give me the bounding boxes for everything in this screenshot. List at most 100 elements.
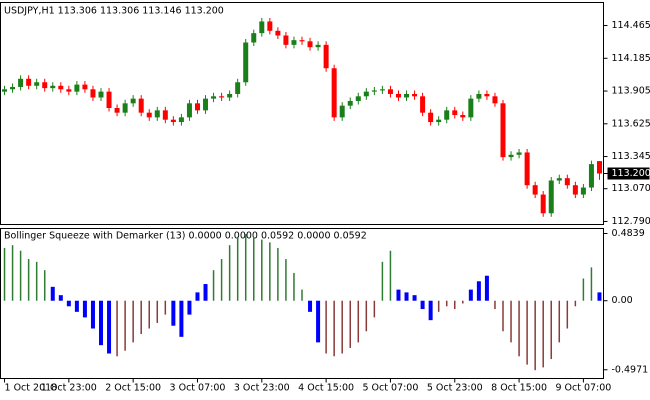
histogram-bar [396, 289, 401, 301]
x-tick-label: 3 Oct 23:00 [234, 383, 290, 394]
x-tick-label: 3 Oct 07:00 [170, 383, 226, 394]
candle-body [10, 86, 16, 90]
candle-body [267, 21, 273, 31]
candle-body [484, 93, 490, 97]
candle-body [347, 100, 353, 106]
histogram-bar [518, 300, 520, 357]
histogram-bar [187, 300, 192, 315]
y-tick-label: 114.185 [612, 53, 650, 64]
candle-body [122, 103, 128, 113]
price-marker-box [607, 167, 650, 180]
histogram-bar [124, 300, 126, 351]
indicator-panel [0, 228, 604, 379]
candle-body [251, 33, 257, 43]
candle-body [74, 84, 80, 92]
candle-body [58, 85, 64, 90]
candle-body [138, 98, 144, 113]
histogram-bar [574, 300, 577, 307]
candle-body [371, 90, 377, 92]
candle-body [203, 98, 209, 111]
histogram-bar [107, 300, 112, 354]
histogram-bar [244, 234, 247, 301]
histogram-bar [228, 245, 231, 301]
candle-body [387, 89, 393, 94]
histogram-bar [420, 300, 425, 310]
candle-body [444, 110, 450, 120]
histogram-bar [454, 300, 456, 310]
histogram-bar [285, 259, 287, 301]
x-tick-label: 2 Oct 15:00 [105, 383, 161, 394]
candle-body [428, 112, 434, 123]
candle-body [211, 96, 217, 99]
candle-body [291, 40, 297, 45]
price-title: USDJPY,H1 113.306 113.306 113.146 113.20… [4, 6, 224, 17]
histogram-bar [19, 250, 22, 301]
histogram-bar [179, 300, 184, 337]
histogram-bar [293, 272, 295, 301]
x-tick-label: 1 Oct 23:00 [41, 383, 97, 394]
candle-body [379, 89, 385, 91]
candle-body [516, 152, 522, 155]
candle-body [331, 68, 337, 118]
histogram-bar [116, 300, 118, 357]
histogram-bar [195, 292, 200, 301]
histogram-bar [308, 300, 313, 312]
histogram-bar [74, 300, 79, 312]
candle-body [420, 96, 426, 113]
candle-body [299, 40, 305, 42]
histogram-bar [99, 300, 103, 346]
histogram-bar [404, 292, 409, 301]
candle-body [162, 110, 168, 120]
histogram-bar [566, 300, 569, 329]
candle-body [540, 194, 546, 214]
histogram-bar [11, 245, 14, 301]
histogram-bar [389, 250, 392, 301]
y-tick-label: 112.790 [612, 216, 650, 227]
candle-body [564, 178, 570, 186]
candle-body [194, 103, 200, 111]
histogram-bar [357, 300, 360, 343]
histogram-bar [494, 300, 496, 310]
histogram-bar [3, 247, 6, 301]
candle-body [283, 35, 289, 45]
price-panel [0, 2, 604, 225]
candle-body [476, 93, 482, 99]
candle-body [323, 44, 329, 69]
candle-body [114, 108, 120, 113]
histogram-bar [462, 300, 464, 304]
candle-body [508, 154, 514, 158]
histogram-bar [43, 270, 46, 301]
candle-body [219, 96, 225, 98]
candle-body [18, 78, 24, 87]
y-tick-label: 113.345 [612, 151, 650, 162]
histogram-bar [582, 278, 585, 301]
y-tick-label: -0.4971 [612, 364, 649, 375]
histogram-bar [542, 300, 544, 368]
candle-body [307, 41, 313, 48]
candle-body [460, 115, 466, 118]
histogram-bar [301, 289, 303, 301]
candle-body [130, 98, 136, 104]
candle-body [34, 82, 40, 86]
histogram-bar [534, 300, 536, 371]
histogram-bar [333, 300, 335, 357]
histogram-bar [140, 300, 142, 335]
histogram-bar [349, 300, 351, 348]
histogram-bar [148, 300, 150, 329]
candle-body [588, 164, 594, 188]
candle-body [42, 82, 48, 89]
histogram-bar [437, 300, 440, 312]
histogram-bar [484, 275, 489, 301]
histogram-bar [381, 261, 384, 301]
x-tick-label: 5 Oct 23:00 [427, 383, 483, 394]
candle-body [524, 152, 530, 186]
histogram-bar [502, 300, 504, 332]
histogram-bar [220, 259, 223, 301]
candle-body [98, 91, 104, 98]
candle-body [572, 185, 578, 195]
x-tick-label: 8 Oct 15:00 [491, 383, 547, 394]
candle-body [500, 103, 506, 158]
y-tick-label: 0.00 [612, 295, 633, 306]
histogram-bar [373, 300, 376, 318]
